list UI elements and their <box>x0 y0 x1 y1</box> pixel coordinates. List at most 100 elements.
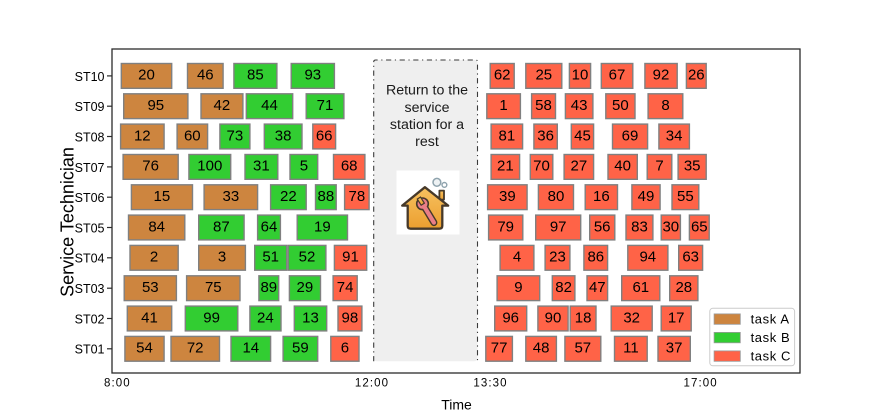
svg-text:31: 31 <box>253 158 270 175</box>
svg-text:53: 53 <box>142 279 159 296</box>
svg-text:69: 69 <box>622 127 639 144</box>
svg-text:71: 71 <box>317 97 334 114</box>
svg-text:station for a: station for a <box>390 117 464 133</box>
svg-text:72: 72 <box>187 340 204 357</box>
svg-text:ST07: ST07 <box>75 161 105 175</box>
svg-text:85: 85 <box>247 67 264 84</box>
svg-text:45: 45 <box>574 127 591 144</box>
svg-text:30: 30 <box>662 218 679 235</box>
svg-text:ST08: ST08 <box>75 130 105 144</box>
svg-text:78: 78 <box>349 188 366 205</box>
svg-text:86: 86 <box>587 249 604 266</box>
svg-text:63: 63 <box>682 249 699 266</box>
svg-text:79: 79 <box>497 218 514 235</box>
svg-text:15: 15 <box>154 188 171 205</box>
svg-text:Time: Time <box>441 397 472 413</box>
svg-text:18: 18 <box>575 309 592 326</box>
svg-text:3: 3 <box>218 249 226 266</box>
svg-text:62: 62 <box>494 67 511 84</box>
svg-text:90: 90 <box>545 309 562 326</box>
svg-text:46: 46 <box>197 67 214 84</box>
svg-text:ST02: ST02 <box>75 312 105 326</box>
svg-text:8:00: 8:00 <box>104 377 131 389</box>
svg-text:68: 68 <box>341 158 358 175</box>
svg-text:99: 99 <box>203 309 220 326</box>
svg-text:26: 26 <box>688 67 705 84</box>
svg-text:10: 10 <box>572 67 589 84</box>
svg-text:32: 32 <box>623 309 640 326</box>
svg-text:11: 11 <box>623 340 639 357</box>
svg-text:1: 1 <box>499 97 507 114</box>
svg-text:48: 48 <box>533 340 550 357</box>
svg-text:52: 52 <box>299 249 316 266</box>
svg-text:42: 42 <box>214 97 231 114</box>
svg-text:ST01: ST01 <box>75 343 105 357</box>
svg-text:58: 58 <box>535 97 552 114</box>
svg-text:13: 13 <box>302 309 319 326</box>
svg-text:80: 80 <box>548 188 565 205</box>
svg-text:66: 66 <box>316 127 333 144</box>
svg-text:service: service <box>405 100 450 116</box>
svg-text:73: 73 <box>227 127 244 144</box>
svg-text:98: 98 <box>342 309 359 326</box>
svg-text:55: 55 <box>677 188 694 205</box>
svg-text:84: 84 <box>148 218 165 235</box>
svg-text:49: 49 <box>638 188 655 205</box>
svg-text:Return to the: Return to the <box>386 83 468 99</box>
svg-text:task C: task C <box>751 349 791 364</box>
svg-text:40: 40 <box>614 158 631 175</box>
svg-text:36: 36 <box>537 127 554 144</box>
svg-text:task B: task B <box>751 330 791 345</box>
svg-text:33: 33 <box>223 188 240 205</box>
svg-text:47: 47 <box>589 279 606 296</box>
svg-text:92: 92 <box>653 67 670 84</box>
svg-text:24: 24 <box>257 309 274 326</box>
svg-text:70: 70 <box>533 158 550 175</box>
svg-text:67: 67 <box>609 67 626 84</box>
svg-text:17: 17 <box>668 309 685 326</box>
svg-text:81: 81 <box>499 127 516 144</box>
svg-text:rest: rest <box>415 134 439 150</box>
svg-text:83: 83 <box>631 218 648 235</box>
svg-text:23: 23 <box>549 249 566 266</box>
svg-text:ST10: ST10 <box>75 70 105 84</box>
svg-text:2: 2 <box>150 249 158 266</box>
svg-text:5: 5 <box>300 158 308 175</box>
svg-text:39: 39 <box>499 188 516 205</box>
svg-text:7: 7 <box>655 158 663 175</box>
svg-text:Service Technician: Service Technician <box>58 147 78 297</box>
svg-text:17:00: 17:00 <box>683 377 717 389</box>
svg-text:54: 54 <box>136 340 153 357</box>
svg-text:38: 38 <box>275 127 292 144</box>
svg-text:29: 29 <box>297 279 314 296</box>
svg-text:34: 34 <box>666 127 683 144</box>
svg-text:88: 88 <box>318 188 335 205</box>
svg-text:43: 43 <box>571 97 588 114</box>
svg-text:91: 91 <box>342 249 359 266</box>
svg-text:37: 37 <box>666 340 683 357</box>
svg-text:ST05: ST05 <box>75 221 105 235</box>
svg-text:61: 61 <box>632 279 649 296</box>
svg-text:76: 76 <box>142 158 159 175</box>
svg-text:12: 12 <box>134 127 151 144</box>
svg-text:20: 20 <box>138 67 155 84</box>
svg-text:27: 27 <box>571 158 588 175</box>
svg-text:59: 59 <box>292 340 309 357</box>
svg-text:93: 93 <box>304 67 321 84</box>
svg-text:44: 44 <box>261 97 278 114</box>
svg-text:77: 77 <box>491 340 508 357</box>
svg-text:75: 75 <box>205 279 222 296</box>
svg-text:16: 16 <box>593 188 610 205</box>
svg-text:ST03: ST03 <box>75 282 105 296</box>
svg-text:41: 41 <box>141 309 158 326</box>
svg-text:19: 19 <box>314 218 331 235</box>
svg-text:65: 65 <box>691 218 708 235</box>
svg-text:14: 14 <box>242 340 259 357</box>
svg-text:task A: task A <box>751 312 790 327</box>
svg-text:89: 89 <box>260 279 277 296</box>
svg-text:82: 82 <box>555 279 572 296</box>
svg-text:ST09: ST09 <box>75 100 105 114</box>
svg-text:ST06: ST06 <box>75 191 105 205</box>
svg-text:13:30: 13:30 <box>473 377 507 389</box>
svg-text:28: 28 <box>675 279 692 296</box>
